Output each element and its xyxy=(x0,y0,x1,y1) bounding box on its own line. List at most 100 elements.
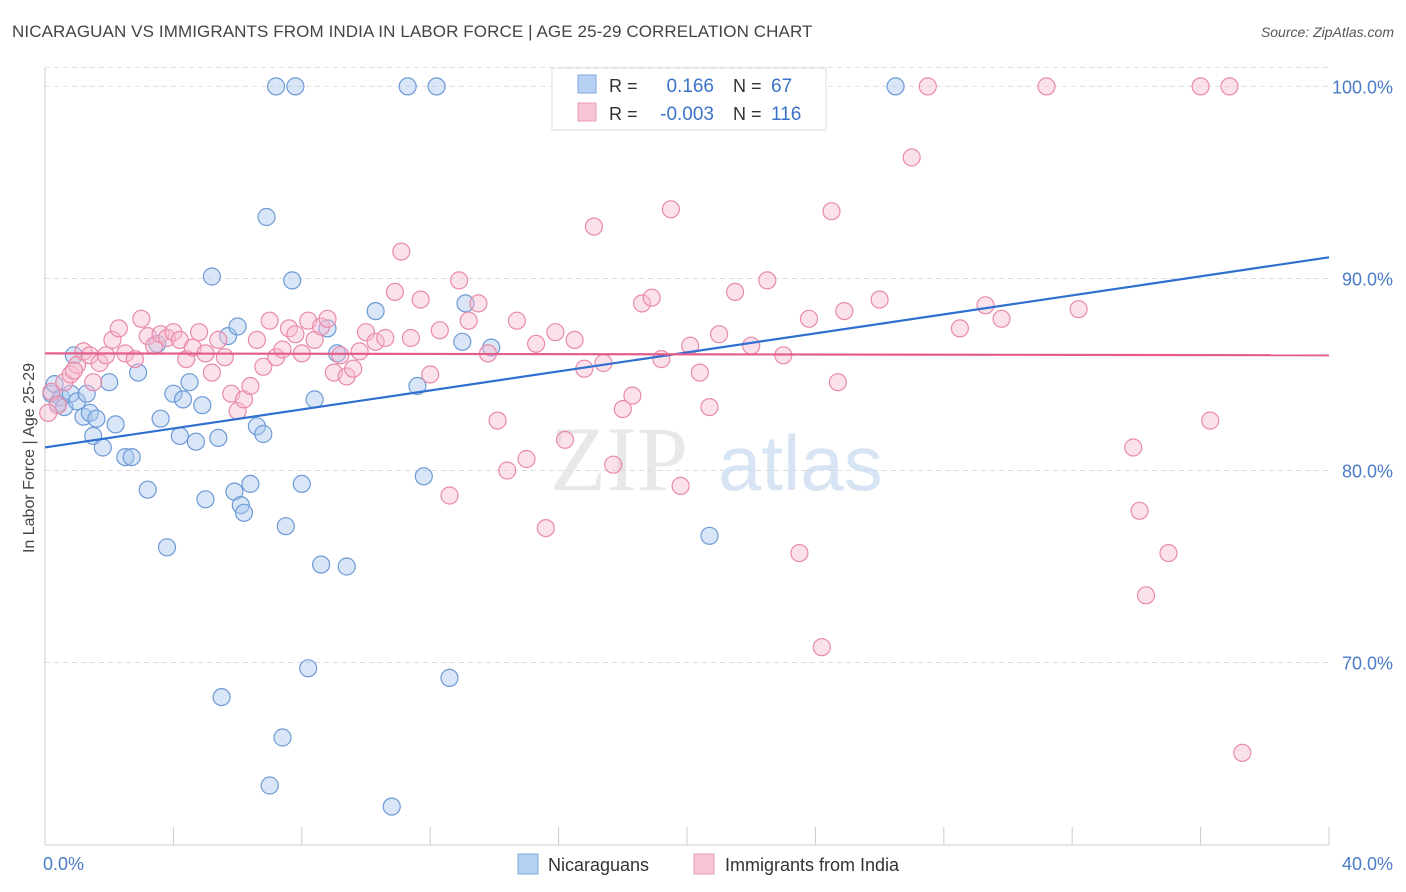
x-tick-label: 0.0% xyxy=(43,854,84,874)
point-india xyxy=(1130,501,1149,520)
stats-n-value: 67 xyxy=(771,76,792,97)
point-nicaraguans xyxy=(196,490,215,509)
point-india xyxy=(344,359,363,378)
point-india xyxy=(469,294,488,313)
point-india xyxy=(690,363,709,382)
point-nicaraguans xyxy=(260,776,279,795)
point-nicaraguans xyxy=(106,415,125,434)
legend-label-nicaraguans: Nicaraguans xyxy=(548,855,649,875)
point-india xyxy=(1220,77,1239,96)
point-nicaraguans xyxy=(305,390,324,409)
point-india xyxy=(385,282,404,301)
legend-swatch-india xyxy=(693,853,715,875)
point-nicaraguans xyxy=(482,338,501,357)
point-nicaraguans xyxy=(100,373,119,392)
point-nicaraguans xyxy=(408,376,427,396)
point-india xyxy=(350,342,369,361)
point-india xyxy=(526,334,546,353)
point-nicaraguans xyxy=(312,555,331,574)
point-india xyxy=(125,350,144,369)
point-india xyxy=(392,242,411,261)
point-nicaraguans xyxy=(157,538,177,557)
point-india xyxy=(209,330,228,349)
stats-swatch-nicaraguans xyxy=(577,74,597,94)
point-india xyxy=(812,638,831,657)
legend-swatch-nicaraguans xyxy=(517,853,539,875)
point-nicaraguans xyxy=(212,687,231,707)
gridlines xyxy=(45,66,1329,664)
point-india xyxy=(440,486,459,505)
point-india xyxy=(790,543,809,563)
axes xyxy=(44,68,1330,846)
point-india xyxy=(177,350,196,369)
point-india xyxy=(642,288,661,307)
point-nicaraguans xyxy=(87,409,106,428)
point-nicaraguans xyxy=(292,474,311,493)
point-india xyxy=(459,311,478,330)
point-nicaraguans xyxy=(456,294,475,313)
point-nicaraguans xyxy=(151,409,170,428)
point-india xyxy=(190,323,209,342)
point-india xyxy=(241,376,260,396)
point-india xyxy=(758,271,777,290)
point-india xyxy=(725,282,745,301)
stats-r-label: R = xyxy=(609,76,638,96)
point-india xyxy=(870,290,889,309)
y-tick-label: 90.0% xyxy=(1342,269,1393,289)
point-india xyxy=(109,319,128,338)
point-india xyxy=(132,309,151,328)
trendlines xyxy=(44,256,1330,449)
point-nicaraguans xyxy=(148,334,167,353)
point-nicaraguans xyxy=(209,428,228,447)
point-nicaraguans xyxy=(180,373,199,392)
stats-n-label: N = xyxy=(733,76,762,96)
point-nicaraguans xyxy=(202,267,221,286)
legend-label-india: Immigrants from India xyxy=(725,855,900,875)
bottom-legend: Nicaraguans Immigrants from India xyxy=(517,853,900,875)
point-india xyxy=(517,449,536,469)
point-india xyxy=(260,311,279,330)
point-india xyxy=(799,309,819,328)
point-india xyxy=(1069,300,1088,319)
point-india xyxy=(1159,543,1178,563)
point-india xyxy=(1233,743,1252,762)
point-india xyxy=(376,328,395,348)
point-india xyxy=(822,202,841,221)
trendline-india xyxy=(44,352,1330,357)
point-india xyxy=(902,148,921,167)
point-nicaraguans xyxy=(886,77,905,96)
point-nicaraguans xyxy=(254,424,273,444)
stats-legend: R = 0.166 N = 67 R = -0.003 N = 116 xyxy=(551,67,827,131)
point-nicaraguans xyxy=(234,503,254,522)
y-tick-label: 70.0% xyxy=(1342,654,1393,674)
stats-r-label: R = xyxy=(609,104,638,124)
point-india xyxy=(331,346,350,365)
point-india xyxy=(80,346,100,365)
point-india xyxy=(1037,77,1056,96)
point-india xyxy=(661,200,681,219)
y-axis-label: In Labor Force | Age 25-29 xyxy=(21,363,38,553)
point-india xyxy=(1124,438,1143,457)
point-india xyxy=(555,430,575,449)
point-india xyxy=(202,363,221,382)
point-india xyxy=(992,309,1011,328)
point-nicaraguans xyxy=(382,797,401,816)
point-india xyxy=(546,323,565,342)
point-india xyxy=(84,373,103,392)
point-nicaraguans xyxy=(337,557,356,576)
point-nicaraguans xyxy=(241,474,260,493)
series-india-points xyxy=(39,77,1252,762)
point-nicaraguans xyxy=(64,346,84,365)
point-nicaraguans xyxy=(440,668,459,688)
point-nicaraguans xyxy=(366,302,385,321)
point-india xyxy=(507,311,527,330)
y-tick-label: 80.0% xyxy=(1342,462,1393,482)
chart-title: NICARAGUAN VS IMMIGRANTS FROM INDIA IN L… xyxy=(12,22,813,41)
point-india xyxy=(565,330,584,349)
point-nicaraguans xyxy=(283,271,302,290)
point-india xyxy=(64,361,84,380)
point-india xyxy=(96,346,116,365)
point-india xyxy=(286,325,305,344)
point-india xyxy=(918,77,937,96)
